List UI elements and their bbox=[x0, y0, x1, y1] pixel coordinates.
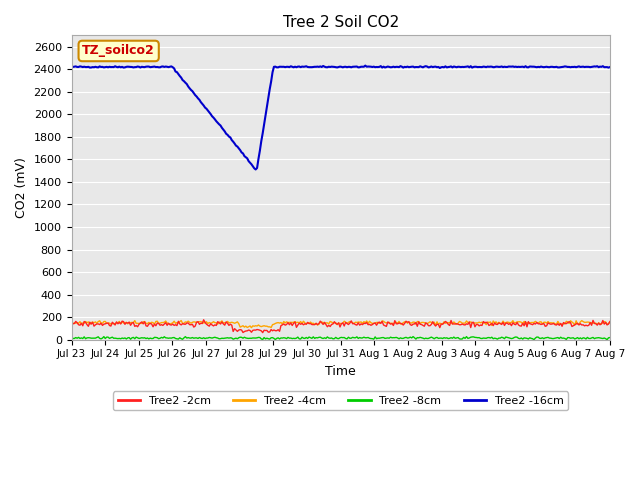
Tree2 -8cm bbox=[103, 334, 111, 340]
Tree2 -4cm bbox=[454, 320, 462, 326]
Tree2 -4cm bbox=[605, 321, 612, 326]
Tree2 -8cm bbox=[606, 335, 614, 340]
Tree2 -16cm bbox=[346, 64, 354, 70]
Tree2 -2cm bbox=[454, 321, 462, 327]
Tree2 -16cm bbox=[252, 167, 259, 172]
Tree2 -4cm bbox=[103, 321, 111, 326]
Tree2 -4cm bbox=[534, 320, 542, 326]
Tree2 -16cm bbox=[454, 64, 462, 70]
Tree2 -16cm bbox=[362, 63, 369, 69]
Tree2 -2cm bbox=[534, 321, 542, 327]
Tree2 -8cm bbox=[344, 335, 352, 340]
Tree2 -8cm bbox=[409, 334, 417, 339]
Tree2 -16cm bbox=[605, 65, 612, 71]
Tree2 -16cm bbox=[86, 65, 93, 71]
Legend: Tree2 -2cm, Tree2 -4cm, Tree2 -8cm, Tree2 -16cm: Tree2 -2cm, Tree2 -4cm, Tree2 -8cm, Tree… bbox=[113, 391, 568, 410]
Tree2 -2cm bbox=[606, 319, 614, 324]
Tree2 -8cm bbox=[68, 336, 76, 342]
Tree2 -2cm bbox=[348, 318, 355, 324]
Tree2 -4cm bbox=[248, 325, 255, 331]
Tree2 -8cm bbox=[533, 334, 541, 340]
Tree2 -8cm bbox=[604, 337, 611, 343]
Tree2 -4cm bbox=[68, 320, 76, 325]
Tree2 -4cm bbox=[348, 319, 355, 325]
Tree2 -4cm bbox=[177, 318, 185, 324]
Tree2 -2cm bbox=[103, 320, 111, 326]
Tree2 -16cm bbox=[68, 64, 76, 70]
Tree2 -2cm bbox=[605, 321, 612, 327]
Tree2 -4cm bbox=[86, 321, 93, 327]
Tree2 -2cm bbox=[200, 317, 207, 323]
Text: TZ_soilco2: TZ_soilco2 bbox=[83, 45, 155, 58]
X-axis label: Time: Time bbox=[325, 365, 356, 378]
Tree2 -2cm bbox=[86, 319, 93, 325]
Tree2 -16cm bbox=[103, 64, 111, 70]
Tree2 -2cm bbox=[259, 330, 266, 336]
Y-axis label: CO2 (mV): CO2 (mV) bbox=[15, 157, 28, 218]
Tree2 -8cm bbox=[605, 335, 612, 341]
Line: Tree2 -4cm: Tree2 -4cm bbox=[72, 321, 610, 328]
Line: Tree2 -8cm: Tree2 -8cm bbox=[72, 336, 610, 340]
Tree2 -4cm bbox=[606, 319, 614, 325]
Line: Tree2 -2cm: Tree2 -2cm bbox=[72, 320, 610, 333]
Tree2 -2cm bbox=[68, 322, 76, 328]
Tree2 -16cm bbox=[534, 64, 542, 70]
Title: Tree 2 Soil CO2: Tree 2 Soil CO2 bbox=[283, 15, 399, 30]
Line: Tree2 -16cm: Tree2 -16cm bbox=[72, 66, 610, 169]
Tree2 -8cm bbox=[86, 335, 93, 341]
Tree2 -8cm bbox=[453, 335, 461, 341]
Tree2 -16cm bbox=[606, 64, 614, 70]
